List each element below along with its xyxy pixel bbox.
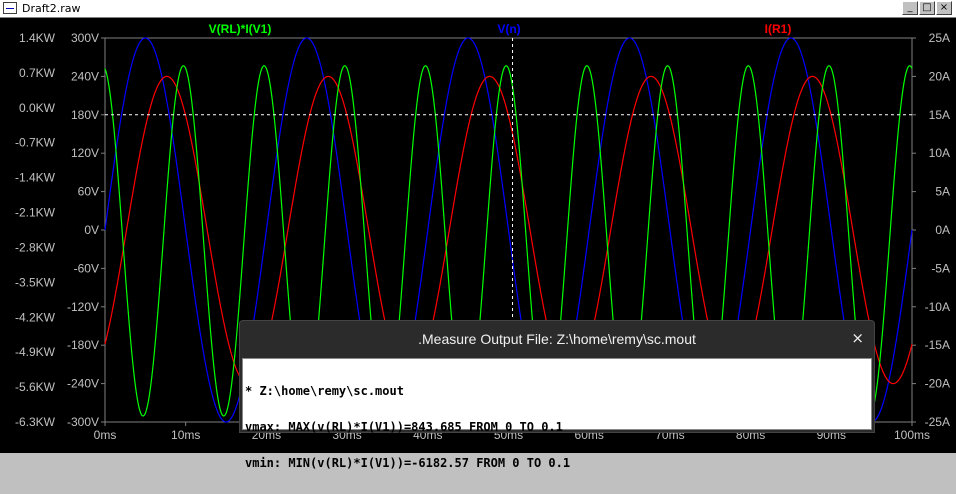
power-axis-label: -3.5KW [15,275,56,289]
voltage-axis-label: 60V [78,185,99,199]
power-axis-label: -1.4KW [15,171,56,185]
power-axis-label: -2.1KW [15,206,56,220]
current-axis-label: 15A [929,108,950,122]
current-axis-label: 25A [929,31,950,45]
voltage-axis-label: -60V [74,261,99,275]
measure-line: vmin: MIN(v(RL)*I(V1))=-6182.57 FROM 0 T… [245,456,571,470]
power-axis-label: 0.0KW [19,101,56,115]
current-axis-label: 10A [929,146,950,160]
window-title: Draft2.raw [22,2,81,15]
minimize-button[interactable]: _ [902,1,918,15]
measure-output-dialog: .Measure Output File: Z:\home\remy\sc.mo… [239,320,875,469]
voltage-axis-label: 240V [71,69,99,83]
measure-output-text[interactable]: * Z:\home\remy\sc.mout vmax: MAX(v(RL)*I… [242,358,872,469]
voltage-axis-label: -300V [67,415,99,429]
measure-line: vmax: MAX(v(RL)*I(V1))=843.685 FROM 0 TO… [245,420,563,434]
power-axis-label: 0.7KW [19,66,56,80]
current-axis-label: -20A [925,377,950,391]
current-axis-label: 0A [935,223,950,237]
voltage-axis-label: -120V [67,300,99,314]
power-axis-label: -0.7KW [15,136,56,150]
trace-label-power: V(RL)*I(V1) [209,22,272,36]
dialog-close-button[interactable]: × [851,329,864,347]
current-axis-label: 5A [935,185,950,199]
power-axis-label: 1.4KW [19,31,56,45]
current-axis-label: -15A [925,338,950,352]
x-tick-label: 10ms [171,428,200,442]
window-titlebar: Draft2.raw _ □ × [0,0,956,18]
measure-line: * Z:\home\remy\sc.mout [245,384,404,398]
power-axis-label: -4.9KW [15,345,56,359]
current-axis-label: -10A [925,300,950,314]
voltage-axis-label: -180V [67,338,99,352]
waveform-app-icon [3,2,17,14]
power-axis-label: -2.8KW [15,240,56,254]
x-tick-label: 100ms [894,428,930,442]
power-axis-label: -5.6KW [15,380,56,394]
voltage-axis-label: 120V [71,146,99,160]
power-axis-label: -6.3KW [15,415,56,429]
current-axis-label: 20A [929,69,950,83]
voltage-axis-label: 300V [71,31,99,45]
dialog-title: .Measure Output File: Z:\home\remy\sc.mo… [418,331,696,347]
voltage-axis-label: 180V [71,108,99,122]
maximize-button[interactable]: □ [919,1,935,15]
power-axis-label: -4.2KW [15,310,56,324]
current-axis-label: -5A [931,261,950,275]
voltage-axis-label: -240V [67,377,99,391]
current-axis-label: -25A [925,415,950,429]
trace-label-current: I(R1) [765,22,792,36]
x-tick-label: 0ms [94,428,117,442]
voltage-axis-label: 0V [84,223,99,237]
close-button[interactable]: × [936,1,952,15]
trace-label-voltage: V(n) [497,22,520,36]
